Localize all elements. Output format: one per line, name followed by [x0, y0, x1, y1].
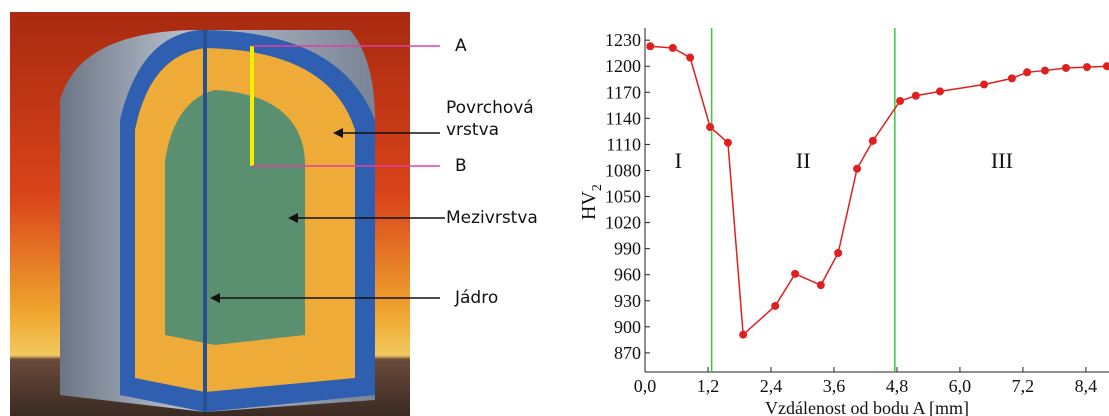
data-point — [771, 301, 780, 310]
x-tick-label: 4,8 — [886, 376, 909, 396]
y-axis-label-main: HV — [578, 191, 600, 220]
y-tick-label: 930 — [614, 291, 641, 311]
x-axis-label: Vzdálenost od bodu A [mm] — [765, 398, 969, 416]
data-point — [1023, 68, 1032, 77]
data-point — [911, 91, 920, 100]
data-point — [853, 164, 862, 173]
y-tick-label: 1050 — [605, 187, 641, 207]
data-point — [686, 53, 695, 62]
data-point — [980, 80, 989, 89]
x-tick-label: 3,6 — [823, 376, 846, 396]
x-tick-label: 7,2 — [1012, 376, 1035, 396]
y-tick-label: 1230 — [605, 30, 641, 50]
series-line — [650, 45, 1107, 337]
y-tick-label: 1080 — [605, 160, 641, 180]
data-point — [706, 123, 715, 132]
label-b: B — [455, 156, 467, 176]
y-tick-label: 960 — [614, 265, 641, 285]
data-point — [1007, 74, 1016, 83]
data-point — [1040, 66, 1049, 75]
y-tick-label: 1140 — [606, 108, 641, 128]
label-surface: vrstva — [446, 120, 500, 140]
y-tick-label: 900 — [614, 317, 641, 337]
data-point — [791, 269, 800, 278]
label-a: A — [455, 36, 467, 56]
y-axis-label-sub: 2 — [590, 184, 605, 191]
data-point — [834, 248, 843, 257]
data-point — [1082, 63, 1091, 72]
x-tick-label: 8,4 — [1075, 376, 1098, 396]
data-point — [816, 281, 825, 290]
y-tick-label: 1200 — [605, 56, 641, 76]
chart: 870 900 930 960 990 1020 1050 1080 1110 1140 1170 1… — [578, 28, 1109, 416]
x-tick-label: 6,0 — [949, 376, 972, 396]
x-tick-label: 2,4 — [760, 376, 783, 396]
y-tick-label: 1020 — [605, 213, 641, 233]
y-tick-label: 1170 — [606, 82, 641, 102]
region-label: II — [796, 148, 811, 173]
label-core: Jádro — [455, 288, 499, 308]
region-label: III — [991, 148, 1013, 173]
illustration — [10, 12, 445, 416]
data-point — [935, 87, 944, 96]
data-point — [868, 136, 877, 145]
data-point — [739, 330, 748, 339]
label-surface: Povrchová — [446, 98, 534, 118]
y-axis-label: HV2 — [578, 184, 605, 220]
data-point — [668, 43, 677, 52]
data-point — [896, 96, 905, 105]
data-point — [646, 42, 655, 51]
y-tick-label: 990 — [614, 239, 641, 259]
y-tick-label: 870 — [614, 343, 641, 363]
region-label: I — [675, 148, 682, 173]
data-point — [1061, 63, 1070, 72]
x-tick-label: 0,0 — [634, 376, 657, 396]
x-tick-label: 1,2 — [697, 376, 720, 396]
data-point — [723, 138, 732, 147]
y-tick-label: 1110 — [606, 134, 641, 154]
data-point — [1102, 62, 1109, 71]
label-middle: Mezivrstva — [446, 208, 538, 228]
